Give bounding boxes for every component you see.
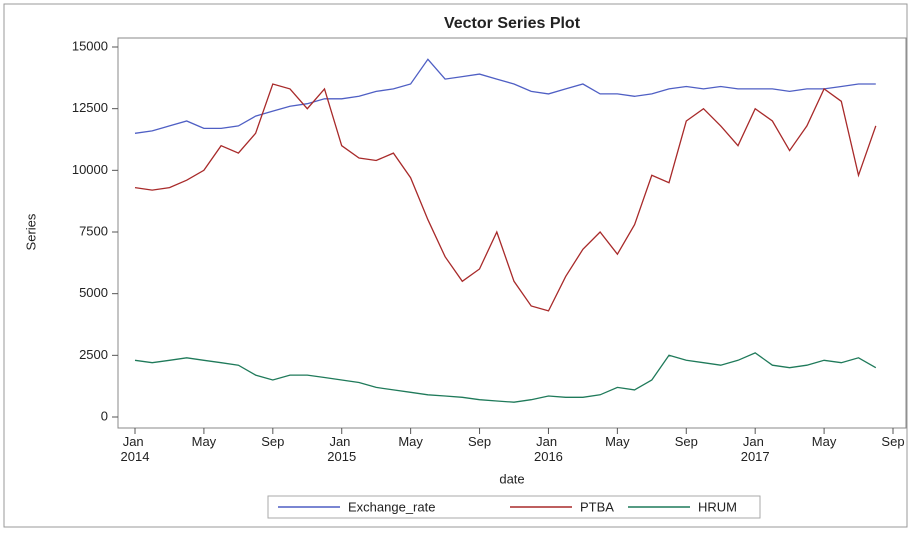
plot-frame (117, 37, 907, 429)
legend-label: PTBA (580, 499, 614, 514)
outer-frame (3, 3, 908, 528)
y-tick-label: 10000 (72, 162, 108, 177)
y-tick-label: 5000 (79, 285, 108, 300)
series-line (134, 83, 877, 312)
x-tick-label: Sep (675, 434, 698, 449)
y-axis-label: Series (23, 213, 38, 250)
y-tick-label: 12500 (72, 100, 108, 115)
y-tick-label: 15000 (72, 38, 108, 53)
x-tick-label: May (398, 434, 423, 449)
legend-label: HRUM (698, 499, 737, 514)
x-tick-label: Jan 2017 (741, 434, 770, 464)
legend-frame (267, 495, 761, 519)
x-tick-label: Jan 2016 (534, 434, 563, 464)
x-tick-label: Jan 2015 (327, 434, 356, 464)
chart-title: Vector Series Plot (444, 15, 581, 32)
x-tick-label: Sep (468, 434, 491, 449)
y-tick-label: 7500 (79, 223, 108, 238)
legend-label: Exchange_rate (348, 499, 435, 514)
x-tick-label: May (812, 434, 837, 449)
x-tick-label: Jan 2014 (121, 434, 150, 464)
series-line (134, 58, 876, 134)
y-tick-label: 2500 (79, 347, 108, 362)
series-line (134, 352, 877, 403)
x-axis-label: date (499, 471, 524, 486)
x-tick-label: May (605, 434, 630, 449)
x-tick-label: May (192, 434, 217, 449)
y-tick-label: 0 (101, 408, 108, 423)
x-tick-label: Sep (881, 434, 904, 449)
x-tick-label: Sep (261, 434, 284, 449)
